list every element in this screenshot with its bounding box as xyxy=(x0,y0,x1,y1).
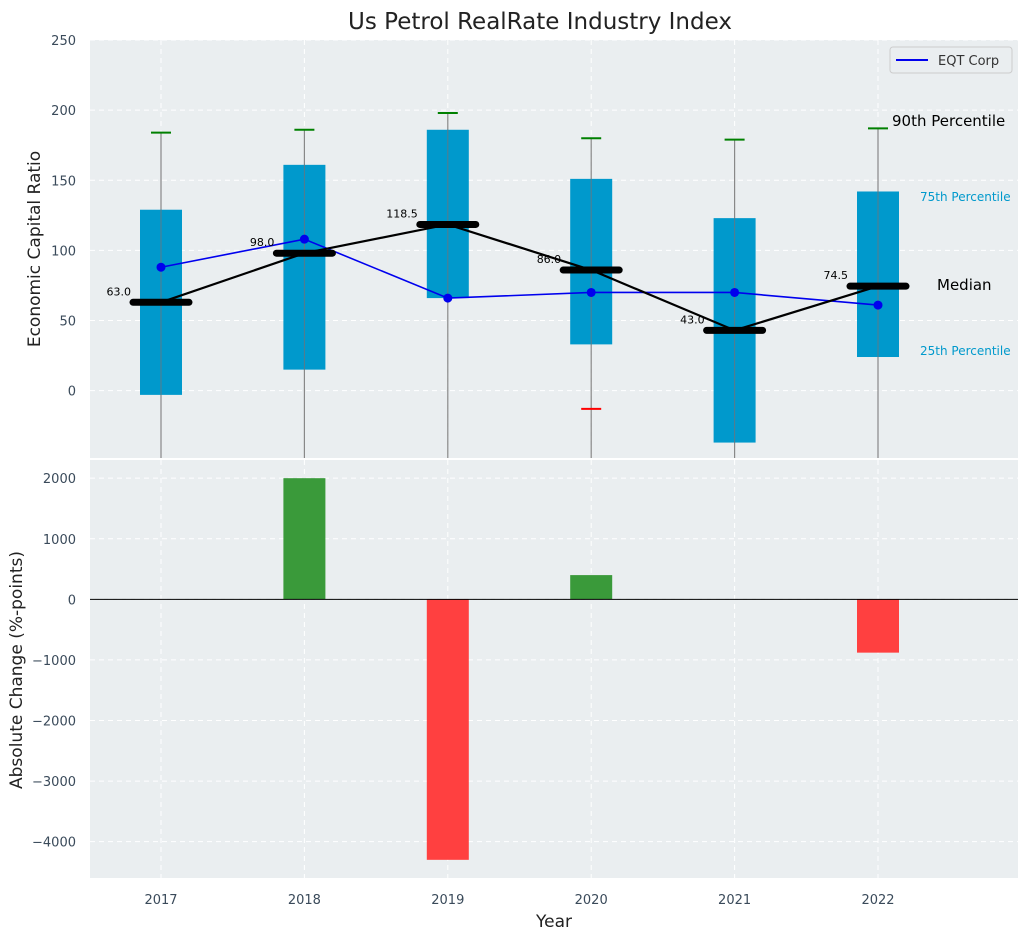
change-bar xyxy=(857,599,899,653)
company-point xyxy=(156,262,166,272)
top-y-axis-label: Economic Capital Ratio xyxy=(25,151,45,347)
x-tick-label: 2022 xyxy=(861,893,894,908)
bottom-y-tick-label: −3000 xyxy=(32,775,76,790)
median-annotation: Median xyxy=(937,276,992,294)
bottom-y-ticks: −4000 −3000 −2000 −1000 0 1000 2000 xyxy=(32,472,76,850)
change-bar xyxy=(426,599,469,860)
median-label: 98.0 xyxy=(250,236,275,249)
company-point xyxy=(443,293,453,303)
median-line xyxy=(160,223,879,332)
legend-box xyxy=(889,46,1013,74)
median-label: 43.0 xyxy=(680,313,705,326)
bottom-y-tick-label: −4000 xyxy=(32,836,76,851)
company-point xyxy=(873,300,883,310)
top-y-tick-label: 100 xyxy=(51,244,76,259)
top-y-tick-label: 250 xyxy=(51,34,76,49)
change-bars xyxy=(283,478,899,860)
bottom-y-tick-label: −2000 xyxy=(32,714,76,729)
top-y-tick-label: 0 xyxy=(68,385,76,400)
change-bar xyxy=(570,575,613,600)
legend: EQT Corp xyxy=(889,46,1013,74)
p90-annotation: 90th Percentile xyxy=(892,112,1005,130)
company-series xyxy=(156,234,883,310)
median-label: 86.0 xyxy=(537,253,562,266)
x-tick-label: 2020 xyxy=(575,893,608,908)
legend-label: EQT Corp xyxy=(938,54,999,69)
median-label: 63.0 xyxy=(107,285,132,298)
bottom-plot-background xyxy=(90,460,1018,878)
top-y-tick-label: 50 xyxy=(59,315,76,330)
bottom-y-tick-label: −1000 xyxy=(32,654,76,669)
x-tick-label: 2019 xyxy=(431,893,464,908)
chart-title: Us Petrol RealRate Industry Index xyxy=(348,9,732,35)
boxes xyxy=(140,111,899,458)
bottom-y-tick-label: 0 xyxy=(68,593,76,608)
bottom-y-tick-label: 2000 xyxy=(43,472,76,487)
x-tick-label: 2018 xyxy=(288,893,321,908)
top-y-ticks: 0 50 100 150 200 250 xyxy=(51,34,76,400)
change-bar xyxy=(283,478,326,600)
median-label: 74.5 xyxy=(824,269,849,282)
median-label: 118.5 xyxy=(386,207,418,220)
company-point xyxy=(299,234,309,244)
x-ticks: 2017 2018 2019 2020 2021 2022 xyxy=(144,893,894,908)
p25-annotation: 25th Percentile xyxy=(920,344,1011,358)
company-line xyxy=(160,238,879,306)
company-point xyxy=(586,287,596,297)
bottom-y-axis-label: Absolute Change (%-points) xyxy=(7,551,27,789)
top-panel: 0 50 100 150 200 250 63.0 98.0 118.5 86.0 43.0 74.… xyxy=(25,34,1018,458)
x-tick-label: 2017 xyxy=(144,893,177,908)
x-axis-label: Year xyxy=(535,912,572,932)
p75-annotation: 75th Percentile xyxy=(920,190,1011,204)
median-series: 63.0 98.0 118.5 86.0 43.0 74.5 xyxy=(107,207,910,334)
top-y-tick-label: 200 xyxy=(51,104,76,119)
bottom-y-tick-label: 1000 xyxy=(43,533,76,548)
company-point xyxy=(730,287,740,297)
annotations: 90th Percentile 75th Percentile Median 2… xyxy=(892,112,1011,358)
top-y-tick-label: 150 xyxy=(51,174,76,189)
x-tick-label: 2021 xyxy=(718,893,751,908)
